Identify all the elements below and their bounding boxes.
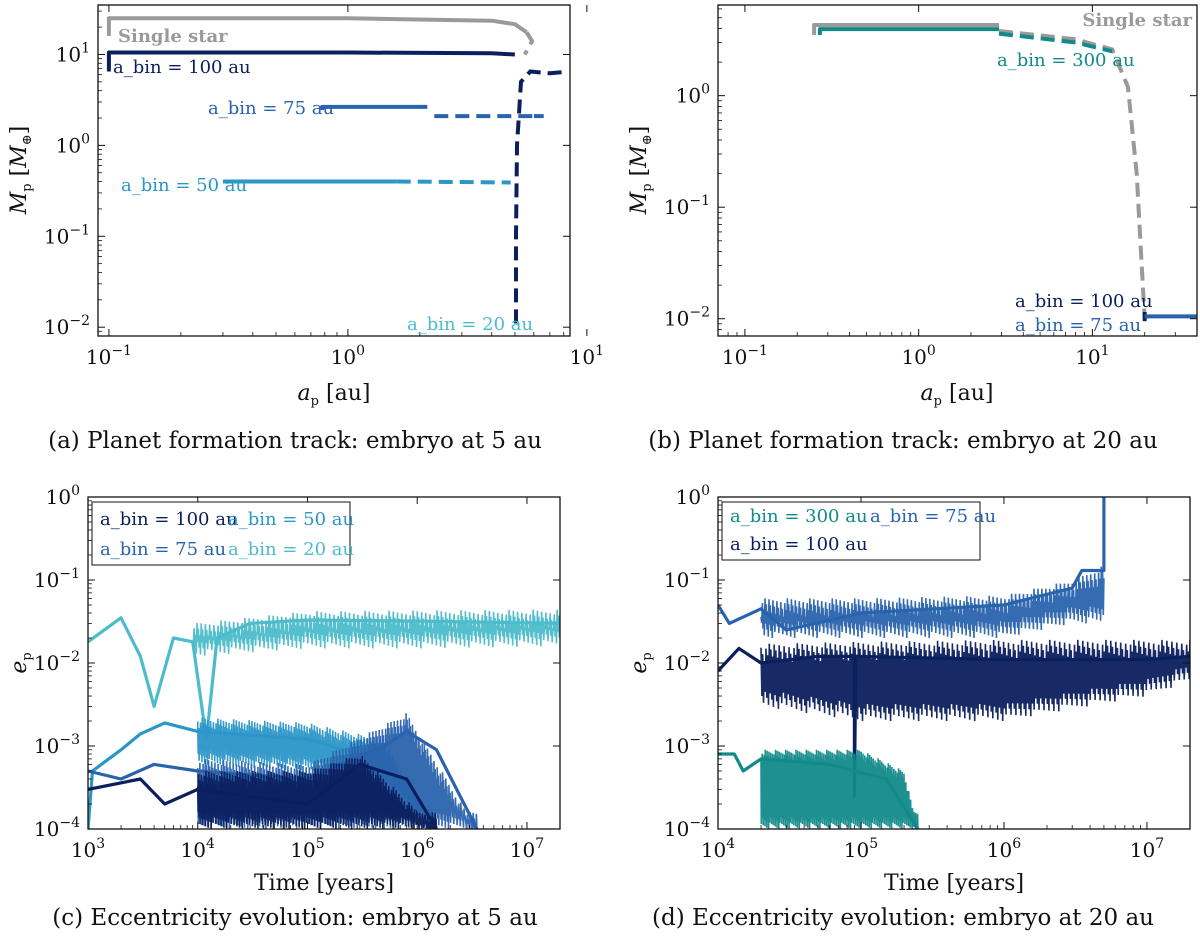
legend-entry-abin300-d: a_bin = 300 au [730,506,868,527]
series-single-star-a-dashed [523,31,535,56]
series-a-bin-100-au-c-band [196,756,438,829]
panel-b: 10−1 100 101 10−2 10−1 100 ap [au] Mp [M⊕] (b… [627,4,1198,454]
y-tick-label-a-1: 10−1 [44,222,90,248]
annotation-abin300-b: a_bin = 300 au [997,50,1135,71]
panel-d-caption: (d) Eccentricity evolution: embryo at 20… [652,905,1154,931]
legend-entry-abin50-c: a_bin = 50 au [228,509,354,530]
x-tick-label-b-0: 10−1 [722,343,768,369]
panel-a-ylabel: Mp [M⊕] [7,126,35,215]
annotation-abin20-a: a_bin = 20 au [407,314,533,335]
x-tick-label-c-3: 106 [400,836,434,862]
panel-b-caption: (b) Planet formation track: embryo at 20… [648,428,1157,454]
x-tick-label-c-0: 103 [71,836,105,862]
series-a-bin-300-au-d-line [718,752,920,829]
panel-a-frame [97,4,571,337]
panel-a-caption: (a) Planet formation track: embryo at 5 … [48,428,542,454]
series-a-bin-20-au-c-band [192,609,560,656]
annotation-abin100-a: a_bin = 100 au [113,57,251,78]
annotation-single-star-b: Single star [1082,10,1192,31]
y-tick-label-b-2: 100 [676,82,710,108]
y-tick-label-a-2: 100 [56,131,90,157]
x-tick-label-d-0: 104 [701,836,735,862]
x-tick-label-b-2: 101 [1075,343,1109,369]
x-tick-label-a-1: 100 [331,343,365,369]
x-tick-label-c-1: 104 [181,836,215,862]
panel-c-caption: (c) Eccentricity evolution: embryo at 5 … [52,905,537,931]
x-tick-label-b-1: 100 [901,343,935,369]
y-tick-label-c-1: 10−3 [34,732,80,758]
series-single-star-b-dashed [998,29,1147,319]
y-tick-label-d-4: 100 [676,483,710,509]
series-a-bin-20-au-c-line [88,616,560,741]
x-tick-label-a-0: 10−1 [86,343,132,369]
x-tick-label-d-2: 106 [987,836,1021,862]
legend-box-d [721,501,981,561]
legend-entry-abin75-d: a_bin = 75 au [870,506,996,527]
series-a-bin-300-au-b-dashed [998,31,1113,54]
y-tick-label-a-0: 10−2 [44,313,90,339]
series-a-bin-75-au-d-line [718,497,1106,632]
x-tick-label-d-3: 107 [1130,836,1164,862]
x-tick-label-c-4: 107 [510,836,544,862]
series-a-bin-100-au-c-line [88,762,438,829]
panel-b-frame [717,4,1198,337]
plot-area-c [88,609,560,829]
plot-area-a [106,16,564,326]
x-tick-label-c-2: 105 [290,836,324,862]
panel-c-ylabel: ep [7,652,35,673]
series-a-bin-100-au-d-line [718,646,1190,798]
panel-a: 10−1 100 101 10−2 10−1 100 101 ap [au] Mp [M⊕]… [7,4,604,454]
legend-entry-abin75-c: a_bin = 75 au [100,539,226,560]
series-single-star-a-solid [106,16,528,36]
panel-d-xlabel: Time [years] [884,871,1024,896]
panel-d-ylabel: ep [627,652,655,673]
series-a-bin-300-au-b-solid [817,27,999,35]
y-tick-label-c-3: 10−1 [34,566,80,592]
panel-c: 103 104 105 106 107 10−4 10−3 10−2 10−1 100 Time … [7,483,561,931]
y-tick-label-c-0: 10−4 [34,815,80,841]
y-tick-label-c-4: 100 [46,483,80,509]
legend-entry-abin100-d: a_bin = 100 au [730,534,868,555]
annotation-abin75-b: a_bin = 75 au [1015,315,1141,336]
plot-area-d [718,497,1190,829]
panel-b-xlabel: ap [au] [921,381,994,409]
series-a-bin-50-au-a-dashed [396,179,511,185]
y-tick-label-d-1: 10−3 [664,732,710,758]
y-tick-label-b-1: 10−1 [664,193,710,219]
series-a-bin-100-au-d-band [760,639,1190,722]
annotation-single-star-a: Single star [118,26,228,47]
series-a-bin-75-au-a-solid [320,104,428,110]
y-tick-label-b-0: 10−2 [664,305,710,331]
plot-area-b [812,23,1197,322]
series-a-bin-100-au-a-dashed [514,69,564,324]
y-tick-label-d-3: 10−1 [664,566,710,592]
annotation-abin75-a: a_bin = 75 au [208,98,334,119]
y-tick-label-a-3: 101 [56,40,90,66]
panel-a-xlabel: ap [au] [298,381,371,409]
series-single-star-b-solid [812,23,999,35]
legend-entry-abin100-c: a_bin = 100 au [100,509,238,530]
panel-b-ylabel: Mp [M⊕] [627,126,655,215]
series-a-bin-300-au-d-band [760,749,919,829]
series-a-bin-75-au-d-band [760,566,1105,639]
y-tick-label-d-2: 10−2 [664,649,710,675]
x-tick-label-d-1: 105 [844,836,878,862]
legend-box-c [91,501,351,566]
annotation-abin100-b: a_bin = 100 au [1015,291,1153,312]
x-tick-label-a-2: 101 [570,343,604,369]
panel-c-xlabel: Time [years] [254,871,394,896]
y-tick-label-c-2: 10−2 [34,649,80,675]
legend-entry-abin20-c: a_bin = 20 au [228,539,354,560]
series-a-bin-100-au-a-solid [106,50,516,72]
annotation-abin50-a: a_bin = 50 au [121,175,247,196]
